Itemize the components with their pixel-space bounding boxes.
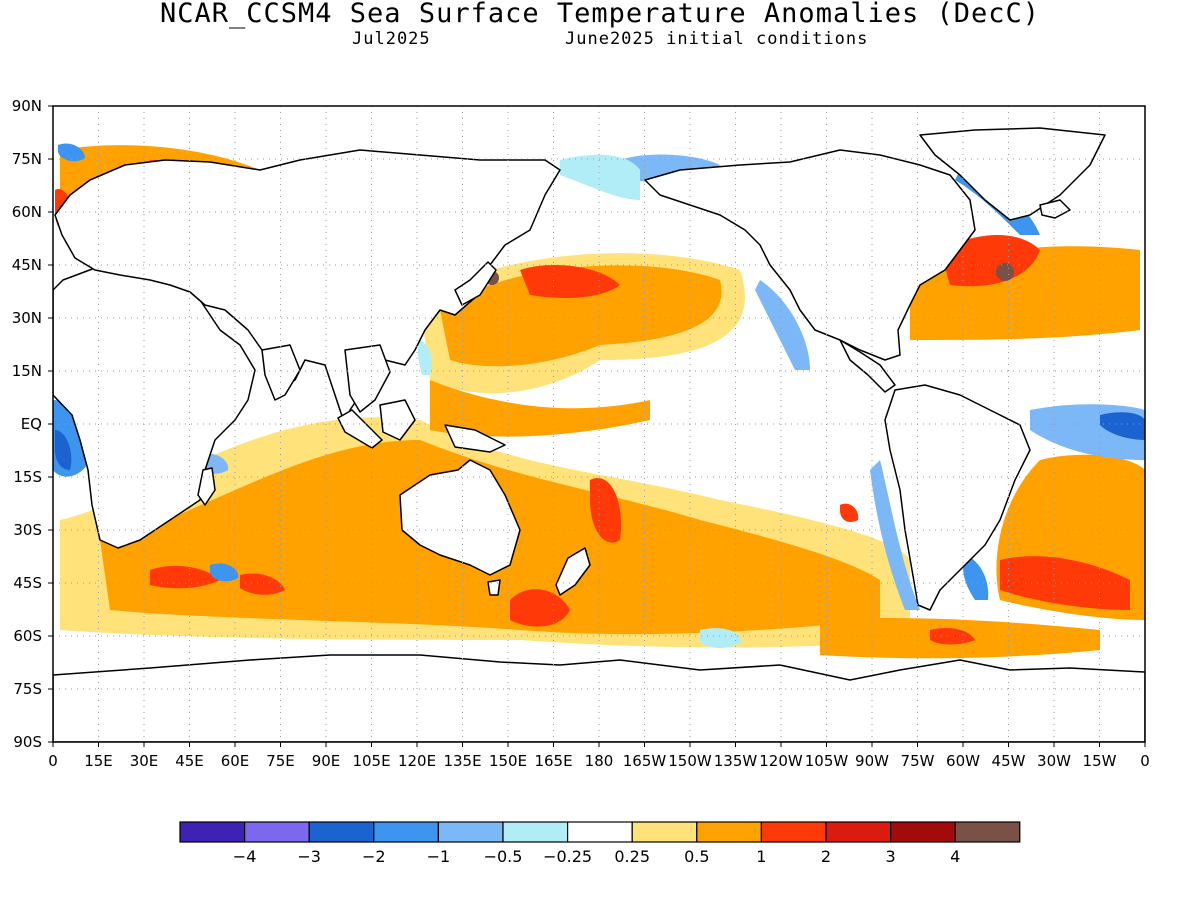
latitude-label: 75S bbox=[13, 680, 42, 698]
latitude-label: 15N bbox=[12, 362, 42, 380]
sumatra bbox=[337, 409, 383, 449]
color-bar-swatch bbox=[502, 821, 569, 843]
longitude-label: 45W bbox=[992, 752, 1026, 770]
longitude-label: 30E bbox=[130, 752, 159, 770]
longitude-label: 60W bbox=[946, 752, 980, 770]
latitude-label: 45N bbox=[12, 256, 42, 274]
color-bar-label: 4 bbox=[950, 847, 960, 866]
longitude-label: 165E bbox=[534, 752, 572, 770]
central-america bbox=[839, 339, 896, 393]
latitude-label: 75N bbox=[12, 150, 42, 168]
color-bar-label: −4 bbox=[233, 847, 257, 866]
color-bar-swatch bbox=[825, 821, 892, 843]
color-bar-swatch bbox=[760, 821, 827, 843]
antarctica bbox=[53, 654, 1145, 742]
longitude-label: 165W bbox=[623, 752, 667, 770]
initial-conditions: June2025 initial conditions bbox=[565, 29, 869, 49]
color-bar-label: −0.25 bbox=[543, 847, 592, 866]
latitude-label: 30S bbox=[13, 521, 42, 539]
latitude-label: 15S bbox=[13, 468, 42, 486]
longitude-label: 75E bbox=[266, 752, 295, 770]
longitude-label: 75W bbox=[901, 752, 935, 770]
longitude-axis: 0 15E 30E 45E 60E 75E 90E 105E 120E 135E 150E 165E 1… bbox=[48, 742, 1150, 770]
north-america bbox=[644, 149, 976, 361]
latitude-label: 60N bbox=[12, 203, 42, 221]
madagascar bbox=[197, 467, 216, 506]
longitude-label: 120W bbox=[759, 752, 803, 770]
color-bar-label: −1 bbox=[427, 847, 451, 866]
latitude-label: EQ bbox=[21, 415, 42, 433]
longitude-label: 135W bbox=[714, 752, 758, 770]
latitude-label: 30N bbox=[12, 309, 42, 327]
latitude-label: 45S bbox=[13, 574, 42, 592]
new-guinea bbox=[444, 424, 506, 453]
south-america bbox=[884, 384, 1031, 611]
cool-region-layer bbox=[53, 143, 1145, 648]
latitude-label: 90S bbox=[13, 733, 42, 751]
longitude-label: 105E bbox=[352, 752, 390, 770]
latitude-axis: 90N 75N 60N 45N 30N 15N EQ 15S 30S 45S 60S 75S 90S bbox=[12, 97, 53, 751]
longitude-label: 0 bbox=[1140, 752, 1150, 770]
longitude-label: 105W bbox=[805, 752, 849, 770]
color-bar-label: −0.5 bbox=[484, 847, 523, 866]
color-bar-swatch bbox=[631, 821, 698, 843]
indochina bbox=[344, 344, 391, 413]
color-bar-swatch bbox=[179, 821, 246, 843]
new-zealand bbox=[555, 547, 591, 596]
longitude-label: 90W bbox=[855, 752, 889, 770]
longitude-label: 15E bbox=[84, 752, 113, 770]
color-bar-swatch bbox=[889, 821, 956, 843]
latitude-label: 60S bbox=[13, 627, 42, 645]
color-bar-swatch bbox=[954, 821, 1021, 843]
color-bar-label: 0.25 bbox=[614, 847, 650, 866]
australia bbox=[399, 459, 521, 576]
color-bar-swatch bbox=[437, 821, 504, 843]
longitude-label: 180 bbox=[585, 752, 614, 770]
longitude-label: 0 bbox=[48, 752, 58, 770]
color-bar-label: −2 bbox=[362, 847, 386, 866]
longitude-label: 90E bbox=[312, 752, 341, 770]
borneo bbox=[379, 399, 416, 441]
color-bar-legend: −4 −3 −2 −1 −0.5 −0.25 0.25 0.5 1 2 3 4 bbox=[179, 821, 1021, 866]
india bbox=[261, 344, 301, 401]
longitude-label: 15W bbox=[1083, 752, 1117, 770]
longitude-label: 150E bbox=[489, 752, 527, 770]
color-bar-swatch bbox=[566, 821, 633, 843]
longitude-label: 45E bbox=[175, 752, 204, 770]
color-bar-label: −3 bbox=[297, 847, 321, 866]
color-bar-swatch bbox=[696, 821, 762, 843]
iceland bbox=[1039, 199, 1071, 219]
color-bar-swatch bbox=[373, 821, 439, 843]
longitude-label: 30W bbox=[1037, 752, 1071, 770]
grid-lines bbox=[53, 106, 1145, 742]
tasmania bbox=[487, 579, 501, 596]
color-bar-label: 3 bbox=[886, 847, 896, 866]
color-bar-label: 0.5 bbox=[684, 847, 709, 866]
color-bar-label: 1 bbox=[756, 847, 766, 866]
longitude-label: 120E bbox=[398, 752, 436, 770]
longitude-label: 150W bbox=[668, 752, 712, 770]
forecast-month: Jul2025 bbox=[352, 29, 431, 49]
map-title: NCAR_CCSM4 Sea Surface Temperature Anoma… bbox=[159, 0, 1041, 29]
longitude-label: 60E bbox=[221, 752, 250, 770]
color-bar-swatch bbox=[308, 821, 375, 843]
color-bar-label: 2 bbox=[821, 847, 831, 866]
latitude-label: 90N bbox=[12, 97, 42, 115]
longitude-label: 135E bbox=[443, 752, 481, 770]
color-bar-swatch bbox=[244, 821, 310, 843]
